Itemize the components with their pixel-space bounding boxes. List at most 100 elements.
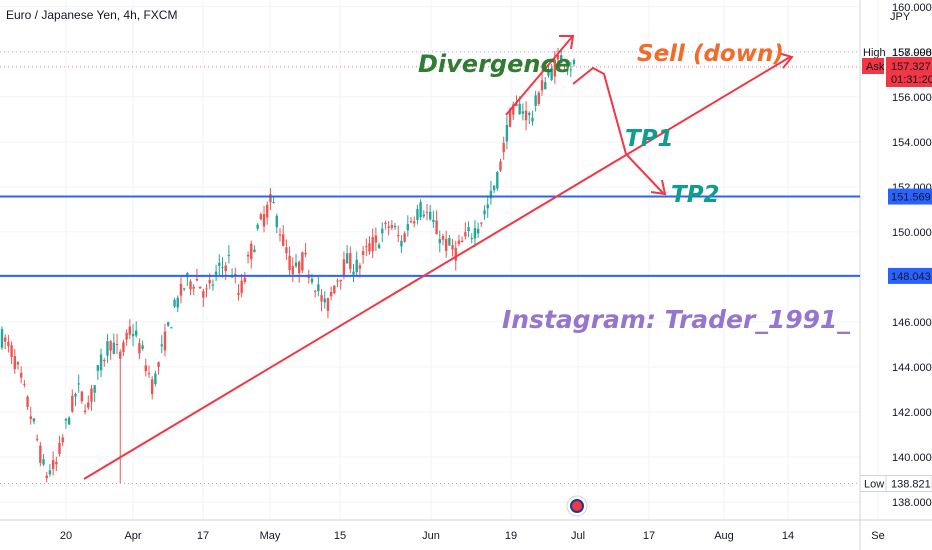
candle-body xyxy=(492,185,496,191)
candle-body xyxy=(122,342,125,353)
candle-body xyxy=(246,254,250,257)
candle-body xyxy=(93,385,96,393)
candle-body xyxy=(109,341,112,351)
candle-body xyxy=(208,279,211,284)
candle-body xyxy=(352,271,355,275)
candle-body xyxy=(250,243,253,260)
price-tick-label: 158.000 xyxy=(892,47,932,59)
candle-body xyxy=(64,418,68,421)
candle-body xyxy=(454,247,457,261)
candle-body xyxy=(390,224,394,228)
candle-body xyxy=(211,284,215,286)
candle-body xyxy=(320,295,323,302)
level-tag-upper-value: 151.569 xyxy=(891,192,931,204)
divergence-arrowhead xyxy=(559,35,575,50)
candle-body xyxy=(451,245,454,250)
candle-body xyxy=(74,393,77,397)
candle-body xyxy=(336,280,339,282)
candle-body xyxy=(77,383,80,385)
candle-body xyxy=(29,416,32,420)
price-tick-label: 144.000 xyxy=(892,362,932,374)
candle-body xyxy=(329,292,333,297)
candle-body xyxy=(349,252,352,269)
currency-label: JPY xyxy=(890,11,911,23)
candle-body xyxy=(483,210,486,215)
candle-body xyxy=(310,278,314,283)
candle-body xyxy=(163,331,167,351)
candle-body xyxy=(269,194,272,203)
candle-body xyxy=(294,262,298,267)
candle-body xyxy=(16,362,20,365)
projection-path xyxy=(572,67,664,194)
candle-body xyxy=(416,208,419,220)
candle-body xyxy=(358,265,362,269)
candle-body xyxy=(521,111,525,114)
candle-body xyxy=(176,297,179,308)
candle-body xyxy=(23,383,26,385)
ask-label-bg xyxy=(862,58,884,74)
candle-body xyxy=(563,65,566,67)
low-label: Low xyxy=(864,479,884,491)
low-value: 138.821 xyxy=(891,479,931,491)
candle-body xyxy=(71,395,74,412)
candle-body xyxy=(182,288,186,290)
candle-body xyxy=(128,326,132,335)
candle-body xyxy=(333,285,336,294)
candle-body xyxy=(441,236,445,240)
candle-body xyxy=(553,60,557,77)
candle-body xyxy=(103,360,106,362)
candle-body xyxy=(371,237,374,252)
candle-body xyxy=(505,124,509,142)
candle-body xyxy=(361,251,365,255)
candle-body xyxy=(368,243,371,252)
candle-body xyxy=(48,470,52,475)
candle-body xyxy=(313,290,317,292)
candle-body xyxy=(195,278,199,281)
candle-body xyxy=(496,172,499,189)
candle-body xyxy=(403,233,406,242)
candle-body xyxy=(435,220,438,235)
ask-label: Ask xyxy=(866,61,885,73)
time-tick-label: 15 xyxy=(334,530,346,542)
candle-body xyxy=(377,244,381,249)
symbol-title: Euro / Japanese Yen, 4h, FXCM xyxy=(6,8,178,22)
candle-body xyxy=(278,234,282,236)
time-tick-label: 19 xyxy=(505,530,517,542)
candle-body xyxy=(205,288,208,290)
candle-body xyxy=(237,292,240,295)
candle-body xyxy=(19,372,23,378)
candle-body xyxy=(51,460,55,470)
candle-body xyxy=(13,356,16,370)
ask-value-bg xyxy=(886,57,932,87)
candle-body xyxy=(486,204,489,209)
candle-body xyxy=(457,240,461,244)
candle-body xyxy=(173,299,176,307)
candle-body xyxy=(227,254,231,256)
candle-body xyxy=(61,437,64,443)
candle-body xyxy=(515,103,518,107)
candle-body xyxy=(240,280,243,293)
candle-body xyxy=(339,279,342,282)
time-tick-label: 17 xyxy=(643,530,655,542)
candle-body xyxy=(473,228,477,239)
ask-value: 157.327 xyxy=(891,61,931,73)
candle-body xyxy=(131,333,135,337)
level-tag-lower-bg xyxy=(888,267,932,284)
candle-body xyxy=(291,266,294,275)
candle-body xyxy=(112,342,116,354)
candle-body xyxy=(256,224,259,229)
candle-body xyxy=(202,291,205,298)
candle-body xyxy=(221,266,224,268)
high-value: 157.998 xyxy=(892,47,932,59)
candle-body xyxy=(326,298,330,311)
candle-body xyxy=(115,344,119,346)
candle-body xyxy=(10,345,13,357)
candle-body xyxy=(35,438,39,440)
sell-label: Sell (down) xyxy=(637,41,784,67)
time-tick-label: 14 xyxy=(782,530,794,542)
candle-body xyxy=(355,259,358,273)
candle-body xyxy=(39,445,42,463)
candle-body xyxy=(448,238,451,246)
ask-timer: 01:31:20 xyxy=(891,74,932,86)
